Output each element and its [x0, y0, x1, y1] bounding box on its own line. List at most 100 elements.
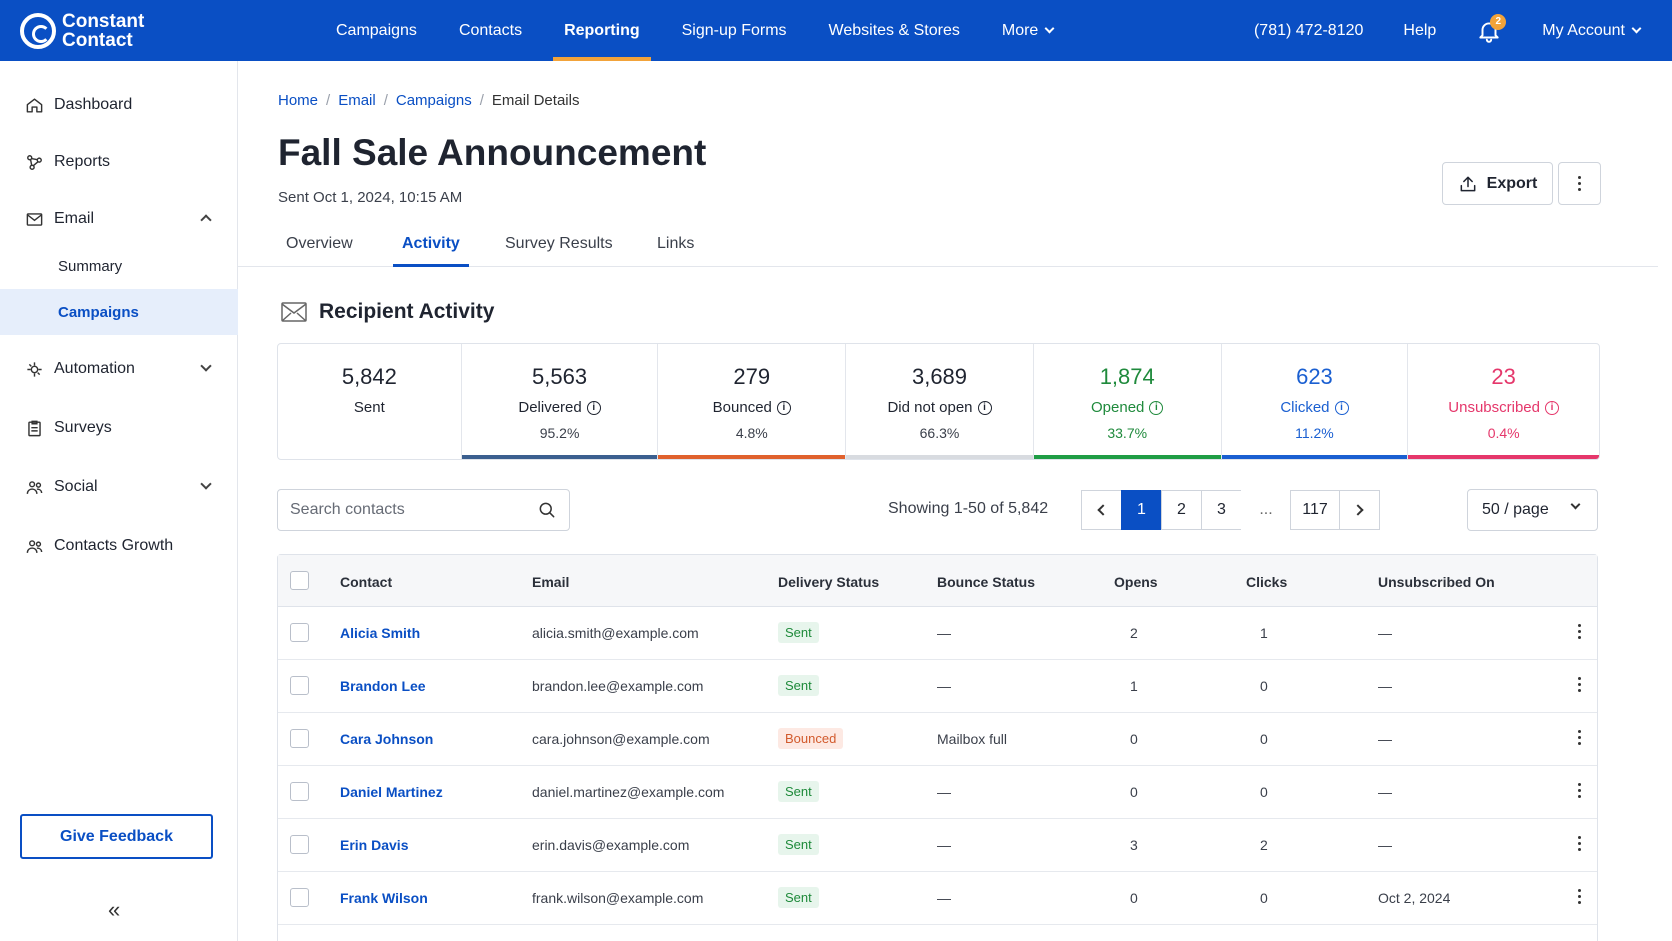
header-email[interactable]: Email [532, 574, 570, 590]
info-icon[interactable]: i [977, 400, 992, 415]
select-all-checkbox[interactable] [290, 571, 309, 590]
sidebar-item-label: Email [54, 210, 95, 227]
nav-signup-forms[interactable]: Sign-up Forms [681, 21, 787, 39]
nav-contacts[interactable]: Contacts [458, 21, 523, 39]
sidebar-item-social[interactable]: Social [0, 464, 238, 510]
breadcrumb-email[interactable]: Email [338, 92, 376, 109]
tab-overview[interactable]: Overview [286, 235, 353, 252]
row-checkbox[interactable] [290, 729, 309, 748]
page-button-1[interactable]: 1 [1121, 490, 1162, 530]
delivery-status-badge: Bounced [778, 728, 844, 749]
row-checkbox[interactable] [290, 835, 309, 854]
contact-name-link[interactable]: Cara Johnson [340, 731, 434, 747]
contact-name-link[interactable]: Frank Wilson [340, 890, 428, 906]
sidebar-subitem-campaigns[interactable]: Campaigns [0, 289, 238, 335]
header-clicks[interactable]: Clicks [1246, 574, 1288, 590]
sidebar-item-email[interactable]: Email [0, 196, 238, 242]
table-row[interactable]: Alicia Smith alicia.smith@example.com Sent… [278, 607, 1597, 660]
bounce-status: — [937, 837, 951, 853]
page-button-3[interactable]: 3 [1201, 490, 1242, 530]
row-actions-button[interactable] [1571, 889, 1587, 907]
contact-name-link[interactable]: Erin Davis [340, 837, 409, 853]
stat-color-bar [461, 455, 658, 459]
info-icon[interactable]: i [1334, 400, 1349, 415]
sidebar-item-reports[interactable]: Reports [0, 139, 238, 185]
table-row[interactable]: Erin Davis erin.davis@example.com Sent — 3 2 — [278, 819, 1597, 872]
table-row[interactable]: Cara Johnson cara.johnson@example.com Boun… [278, 713, 1597, 766]
page-ellipsis: ... [1241, 490, 1291, 530]
tab-links[interactable]: Links [657, 235, 695, 252]
row-checkbox[interactable] [290, 676, 309, 695]
clicks-count: 0 [1260, 784, 1268, 800]
row-checkbox[interactable] [290, 782, 309, 801]
stat-label: Sent [353, 399, 385, 416]
nav-reporting[interactable]: Reporting [543, 0, 661, 61]
search-input[interactable] [290, 500, 530, 520]
tab-activity[interactable]: Activity [393, 235, 469, 267]
stat-percent: 95.2% [539, 425, 580, 441]
sidebar-item-contacts-growth[interactable]: Contacts Growth [0, 523, 238, 569]
contact-name-link[interactable]: Brandon Lee [340, 678, 426, 694]
info-icon[interactable]: i [776, 400, 791, 415]
row-checkbox[interactable] [290, 623, 309, 642]
info-icon[interactable]: i [1149, 400, 1164, 415]
sidebar-item-automation[interactable]: Automation [0, 346, 238, 392]
table-row[interactable]: Brandon Lee brandon.lee@example.com Sent — 1… [278, 660, 1597, 713]
stat-color-bar [1221, 455, 1408, 459]
results-count: Showing 1-50 of 5,842 [888, 500, 1049, 517]
previous-page-button[interactable] [1081, 490, 1122, 530]
contact-name-link[interactable]: Alicia Smith [340, 625, 421, 641]
opens-count: 3 [1130, 837, 1138, 853]
sidebar-subitem-summary[interactable]: Summary [58, 257, 123, 275]
next-page-button[interactable] [1339, 490, 1380, 530]
row-actions-button[interactable] [1571, 730, 1587, 748]
help-link[interactable]: Help [1403, 21, 1437, 39]
info-icon[interactable]: i [586, 400, 601, 415]
my-account-menu[interactable]: My Account [1542, 22, 1642, 40]
collapse-sidebar-icon[interactable]: « [108, 897, 121, 922]
breadcrumb: Home / Email / Campaigns / Email Details [278, 92, 579, 109]
row-actions-button[interactable] [1571, 624, 1587, 642]
unsubscribed-date: — [1378, 784, 1392, 800]
nav-campaigns[interactable]: Campaigns [336, 21, 417, 39]
delivery-status-badge: Sent [778, 781, 819, 802]
table-row[interactable]: Frank Wilson frank.wilson@example.com Sent… [278, 872, 1597, 925]
breadcrumb-campaigns[interactable]: Campaigns [395, 92, 472, 109]
constant-contact-logo[interactable]: Constant Contact [20, 12, 144, 50]
row-actions-button[interactable] [1571, 783, 1587, 801]
search-icon[interactable] [537, 500, 557, 520]
page-button-2[interactable]: 2 [1161, 490, 1202, 530]
contact-name-link[interactable]: Daniel Martinez [340, 784, 443, 800]
table-header: Contact Email Delivery Status Bounce Sta… [278, 555, 1597, 607]
row-actions-button[interactable] [1571, 677, 1587, 695]
page-button-last[interactable]: 117 [1290, 490, 1340, 530]
header-delivery-status[interactable]: Delivery Status [778, 574, 880, 590]
search-contacts [277, 489, 570, 531]
nav-websites-stores[interactable]: Websites & Stores [828, 21, 960, 39]
notifications-button[interactable]: 2 [1476, 13, 1507, 44]
table-row[interactable]: Daniel Martinez daniel.martinez@example.c… [278, 766, 1597, 819]
more-actions-button[interactable] [1558, 162, 1601, 205]
header-opens[interactable]: Opens [1114, 574, 1158, 590]
nav-more[interactable]: More [981, 0, 1074, 61]
export-button[interactable]: Export [1442, 162, 1553, 205]
sidebar-item-dashboard[interactable]: Dashboard [0, 82, 238, 128]
contact-email: daniel.martinez@example.com [532, 784, 725, 800]
header-contact[interactable]: Contact [340, 574, 393, 590]
give-feedback-button[interactable]: Give Feedback [20, 814, 213, 859]
sidebar-item-surveys[interactable]: Surveys [0, 405, 238, 451]
tab-survey-results[interactable]: Survey Results [505, 235, 613, 252]
stat-percent: 11.2% [1295, 425, 1334, 441]
stat-color-bar [1033, 455, 1221, 459]
header-unsubscribed-on[interactable]: Unsubscribed On [1378, 574, 1495, 590]
top-navigation-bar: Constant Contact Campaigns Contacts Repo… [0, 0, 1672, 61]
header-bounce-status[interactable]: Bounce Status [937, 574, 1036, 590]
per-page-select[interactable]: 50 / page [1467, 489, 1598, 531]
breadcrumb-home[interactable]: Home [278, 92, 319, 109]
row-actions-button[interactable] [1571, 836, 1587, 854]
chevron-down-icon [1570, 499, 1581, 510]
info-icon[interactable]: i [1545, 400, 1559, 415]
stat-value: 5,842 [341, 364, 397, 389]
phone-number[interactable]: (781) 472-8120 [1253, 21, 1364, 39]
row-checkbox[interactable] [290, 888, 309, 907]
